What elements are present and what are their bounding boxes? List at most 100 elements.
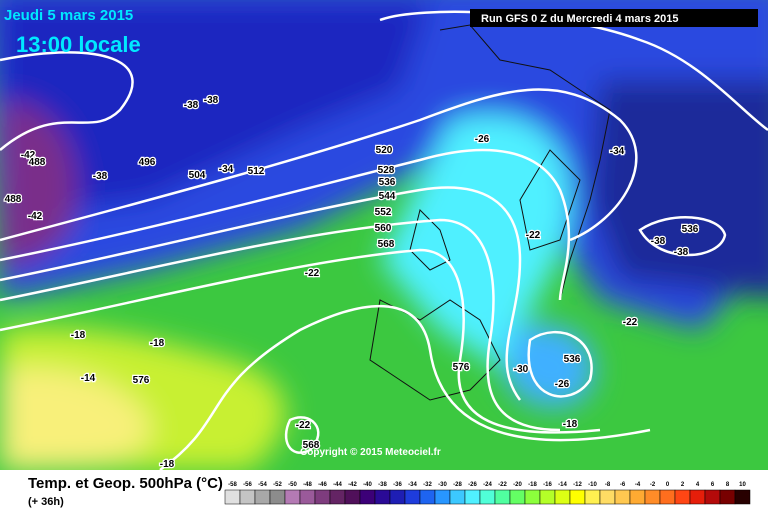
contour-label: 576 [453, 362, 470, 373]
colorbar-label: -30 [438, 482, 447, 488]
colorbar-swatch [494, 489, 511, 505]
coastline [409, 209, 451, 271]
colorbar-label: -32 [423, 482, 432, 488]
colorbar-label: -40 [363, 482, 372, 488]
contour-label: -38 [93, 171, 108, 182]
colorbar-swatch [269, 489, 286, 505]
contour-line [0, 186, 522, 401]
contour-label: -18 [71, 330, 86, 341]
contour-label: -38 [184, 100, 199, 111]
contour-label: 568 [378, 239, 395, 250]
date: Jeudi 5 mars 2015 [4, 7, 133, 24]
colorbar-swatch [719, 489, 736, 505]
colorbar-swatch [644, 489, 661, 505]
contour-line [0, 218, 561, 432]
contour-label: -38 [204, 95, 219, 106]
colorbar-swatch [464, 489, 481, 505]
coastline [519, 149, 581, 251]
field-trough [380, 114, 572, 380]
contour-label: -18 [160, 459, 175, 470]
colorbar-swatch [659, 489, 676, 505]
contour-line [284, 416, 320, 454]
field-warmest [0, 367, 152, 470]
colorbar-swatch [629, 489, 646, 505]
colorbar-swatch [704, 489, 721, 505]
colorbar-label: -36 [393, 482, 402, 488]
colorbar-swatch [254, 489, 271, 505]
colorbar-swatch [359, 489, 376, 505]
colorbar-label: -2 [650, 482, 656, 488]
contour-line [159, 305, 651, 472]
colorbar-swatch [479, 489, 496, 505]
contour-label: 488 [29, 157, 46, 168]
colorbar-label: -24 [483, 482, 492, 488]
contour-label: -18 [150, 338, 165, 349]
colorbar-swatch [329, 489, 346, 505]
contour-label: -22 [305, 268, 320, 279]
map-field [0, 0, 768, 470]
contour-label: 520 [376, 145, 393, 156]
field-low [505, 323, 595, 409]
colorbar-swatch [284, 489, 301, 505]
contour-line [638, 216, 727, 257]
lead-time: (+ 36h) [28, 496, 64, 508]
colorbar-label: -20 [513, 482, 522, 488]
colorbar-swatch [539, 489, 556, 505]
colorbar-swatch [599, 489, 616, 505]
colorbar-swatch [569, 489, 586, 505]
contour-label: 560 [375, 223, 392, 234]
contour-label: -26 [555, 379, 570, 390]
colorbar-label: -50 [288, 482, 297, 488]
contour-label: 536 [564, 354, 581, 365]
colorbar-label: -52 [273, 482, 282, 488]
colorbar-label: -28 [453, 482, 462, 488]
colorbar-swatch [614, 489, 631, 505]
colorbar-swatch [689, 489, 706, 505]
colorbar-label: -58 [228, 482, 237, 488]
colorbar-label: -48 [303, 482, 312, 488]
copyright: Copyright © 2015 Meteociel.fr [300, 447, 441, 458]
colorbar-label: -22 [498, 482, 507, 488]
run-info: Run GFS 0 Z du Mercredi 4 mars 2015 [481, 13, 678, 25]
colorbar-label: -54 [258, 482, 267, 488]
colorbar-label: 10 [739, 482, 746, 488]
contour-label: -22 [296, 420, 311, 431]
colorbar-label: -26 [468, 482, 477, 488]
colorbar-label: -4 [635, 482, 641, 488]
colorbar-label: 2 [681, 482, 685, 488]
coastline [439, 24, 611, 301]
colorbar-label: -8 [605, 482, 611, 488]
colorbar-swatch [734, 489, 751, 505]
coastline [369, 299, 501, 401]
colorbar-label: -12 [573, 482, 582, 488]
contour-label: -34 [610, 146, 625, 157]
colorbar-swatch [524, 489, 541, 505]
colorbar-label: -6 [620, 482, 626, 488]
contour-line [0, 148, 571, 301]
contour-label: -18 [563, 419, 578, 430]
field-deep [0, 0, 430, 220]
colorbar-label: 8 [726, 482, 730, 488]
colorbar-label: -14 [558, 482, 567, 488]
contour-label: 504 [189, 170, 206, 181]
colorbar-label: -42 [348, 482, 357, 488]
contour-line [0, 248, 601, 434]
colorbar-label: 6 [711, 482, 715, 488]
contour-label: -14 [81, 373, 96, 384]
colorbar-swatch [239, 489, 256, 505]
contour-label: 488 [5, 194, 22, 205]
colorbar-label: 4 [696, 482, 700, 488]
colorbar-swatch [299, 489, 316, 505]
coastlines [369, 24, 611, 401]
contour-label: 552 [375, 207, 392, 218]
contour-label: 544 [379, 191, 396, 202]
colorbar-swatch [224, 489, 241, 505]
contour-label: 512 [248, 166, 265, 177]
run-box [470, 9, 758, 27]
contour-label: 528 [378, 165, 395, 176]
colorbar: -58 -56 -54 -52 -50 -48 -46 -44 -42 -40 -38 -36 -34-… [224, 482, 751, 505]
contour-label: -42 [28, 211, 43, 222]
colorbar-swatch [314, 489, 331, 505]
